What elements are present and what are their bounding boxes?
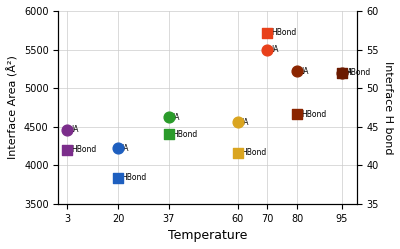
Text: HBond: HBond: [71, 145, 96, 154]
Point: [264, 31, 270, 35]
Point: [294, 112, 300, 116]
Text: HBond: HBond: [172, 130, 198, 139]
Text: IA: IA: [172, 113, 180, 122]
Text: IA: IA: [71, 125, 78, 134]
Text: HBond: HBond: [122, 173, 147, 182]
Y-axis label: Interface Area (Å²): Interface Area (Å²): [7, 56, 18, 159]
Text: HBond: HBond: [271, 28, 296, 37]
Point: [64, 148, 70, 152]
Point: [294, 69, 300, 73]
Point: [115, 176, 121, 180]
Point: [339, 71, 345, 75]
X-axis label: Temperature: Temperature: [168, 229, 247, 242]
Text: HBond: HBond: [241, 148, 266, 157]
Point: [234, 151, 241, 155]
Text: IA: IA: [346, 68, 353, 77]
Text: IA: IA: [271, 45, 278, 54]
Point: [166, 132, 172, 136]
Point: [234, 120, 241, 124]
Text: IA: IA: [301, 67, 308, 76]
Point: [166, 115, 172, 119]
Text: HBond: HBond: [301, 110, 326, 119]
Point: [339, 71, 345, 75]
Text: IA: IA: [241, 118, 249, 126]
Text: IA: IA: [122, 144, 129, 153]
Point: [115, 146, 121, 150]
Y-axis label: Interface H bond: Interface H bond: [383, 61, 393, 154]
Text: HBond: HBond: [346, 68, 371, 77]
Point: [264, 48, 270, 52]
Point: [64, 128, 70, 132]
